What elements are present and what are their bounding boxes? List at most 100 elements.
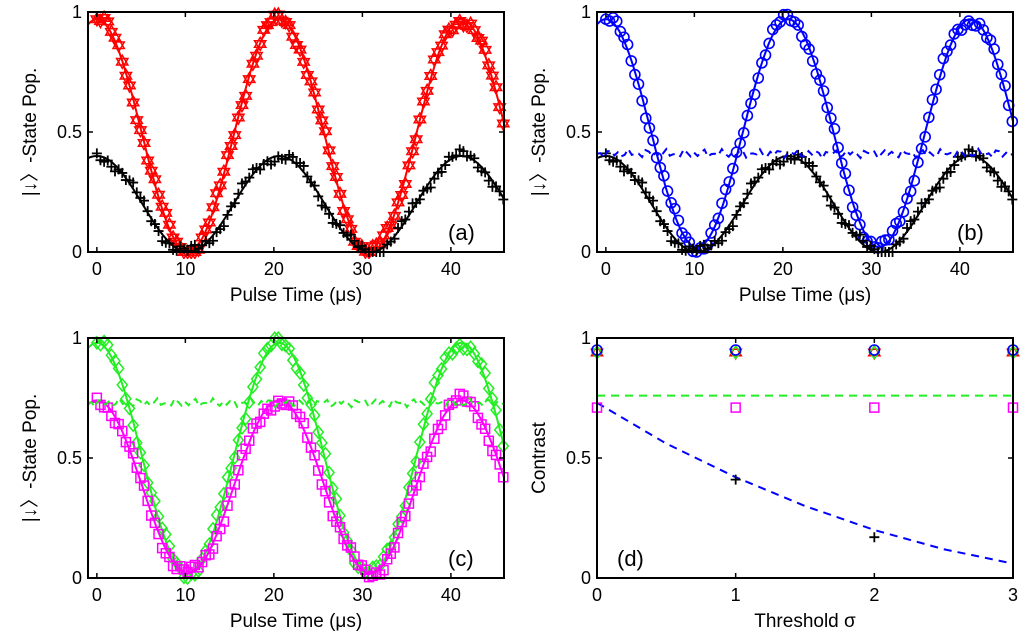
data-point [445, 26, 460, 39]
data-point [614, 25, 627, 38]
panel-c: 0 10 20 30 40 0 0.5 1 Pulse Time (μs) |↓〉-State P… [19, 328, 510, 632]
data-point [763, 37, 775, 50]
data-point [207, 543, 219, 554]
x-tick-label: 40 [441, 259, 461, 279]
data-point [160, 548, 172, 559]
data-point [171, 563, 182, 575]
data-point [909, 214, 920, 225]
x-axis-label: Threshold σ [754, 611, 856, 632]
data-point [106, 410, 117, 422]
data-point [162, 220, 177, 233]
data-point [254, 416, 266, 428]
data-point [672, 214, 685, 227]
data-point [153, 528, 164, 540]
data-point [367, 570, 378, 582]
data-point [941, 45, 953, 58]
data-point [381, 554, 393, 565]
x-tick-label: 0 [601, 259, 611, 279]
data-point [741, 109, 754, 122]
x-tick-label: 0 [92, 259, 102, 279]
data-point [908, 174, 921, 187]
data-point [949, 160, 960, 171]
x-axis-label: Pulse Time (μs) [739, 285, 871, 306]
data-point [151, 190, 166, 203]
data-point [434, 41, 449, 54]
data-point [324, 208, 335, 219]
data-point [135, 472, 146, 484]
x-tick-label: 10 [175, 585, 195, 605]
data-point [323, 497, 335, 508]
data-point [481, 57, 496, 70]
data-point [829, 202, 840, 213]
data-point [400, 510, 411, 522]
data-point [255, 164, 266, 175]
data-point [821, 101, 834, 114]
data-point [238, 91, 253, 104]
data-point [119, 67, 133, 80]
data-point [387, 207, 402, 220]
data-point [398, 175, 413, 188]
data-point [481, 61, 496, 74]
y-tick-label: 1 [72, 328, 82, 348]
data-point [727, 221, 738, 232]
line-blue-dashed [596, 401, 1014, 565]
data-point [200, 549, 211, 561]
data-point [485, 67, 500, 80]
data-point [828, 123, 841, 135]
data-point [479, 423, 491, 435]
data-point [806, 55, 819, 67]
data-point [214, 523, 226, 535]
data-point [742, 188, 753, 199]
data-point [474, 32, 489, 45]
data-point [973, 17, 986, 30]
data-point [611, 155, 622, 166]
data-point [261, 341, 274, 356]
y-tick-label: 0.5 [57, 448, 82, 468]
data-point [478, 45, 493, 58]
data-point [734, 137, 746, 150]
data-point [224, 141, 239, 154]
data-point [280, 399, 291, 411]
data-point [406, 466, 419, 481]
data-point [835, 157, 848, 169]
data-point [442, 345, 455, 361]
data-point [232, 432, 245, 448]
data-point [471, 33, 485, 47]
data-point [647, 134, 659, 147]
data-point [311, 105, 326, 118]
data-point [729, 345, 742, 360]
data-point [345, 229, 356, 240]
data-point [140, 152, 155, 165]
data-point [158, 204, 173, 217]
data-point [843, 220, 854, 231]
data-point [467, 22, 482, 35]
data-point [405, 147, 420, 160]
data-point [423, 71, 438, 85]
data-point [249, 51, 264, 64]
data-point [325, 162, 340, 175]
data-point [662, 226, 673, 237]
series-black-markers [91, 144, 509, 257]
x-tick-label: 3 [1008, 585, 1018, 605]
data-point [294, 365, 307, 381]
data-point [153, 226, 164, 237]
data-point [930, 83, 942, 96]
data-point [297, 377, 310, 393]
data-point [759, 49, 772, 61]
data-point [236, 420, 248, 436]
data-point [492, 103, 507, 116]
data-point [394, 190, 409, 203]
y-axis-label: |↓〉-State Pop. [19, 68, 41, 197]
data-point [298, 160, 309, 171]
data-point [341, 540, 353, 551]
data-point [868, 345, 881, 360]
data-point [137, 135, 152, 147]
x-tick-label: 30 [352, 585, 372, 605]
data-point [333, 185, 347, 198]
data-point [403, 206, 414, 217]
data-point [336, 202, 351, 216]
data-point [329, 172, 344, 185]
data-point [409, 135, 424, 148]
data-point [923, 194, 934, 205]
